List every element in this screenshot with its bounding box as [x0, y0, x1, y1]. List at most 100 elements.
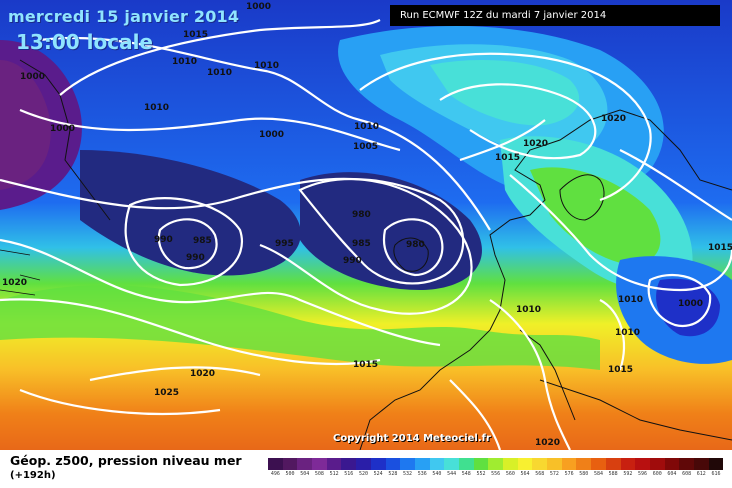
legend-color [517, 458, 533, 470]
legend-value: 584 [593, 471, 603, 477]
legend-color [429, 458, 445, 470]
legend-color [326, 458, 342, 470]
legend-color [532, 458, 548, 470]
legend-value: 544 [447, 471, 457, 477]
legend-swatch: 592 [620, 458, 636, 480]
legend-swatch: 564 [517, 458, 533, 480]
isobars [0, 19, 732, 450]
legend-swatch: 572 [547, 458, 562, 480]
legend-color [458, 458, 474, 470]
isobar-label: 1000 [678, 299, 703, 309]
legend-color [591, 458, 606, 470]
isobar-label: 1015 [708, 243, 732, 253]
legend-value: 564 [520, 471, 530, 477]
isobar-label: 1025 [154, 388, 179, 398]
isobar-labels: 1000 1015 1010 1010 1010 1000 1010 1000 … [2, 2, 732, 448]
coastline-europe [359, 109, 732, 450]
legend-value: 536 [417, 471, 427, 477]
legend-color [312, 458, 327, 470]
forecast-step: (+192h) [10, 470, 56, 481]
legend-value: 516 [344, 471, 354, 477]
legend-color [385, 458, 401, 470]
forecast-date: mercredi 15 janvier 2014 [8, 7, 240, 26]
isobar-label: 1015 [353, 360, 378, 370]
isobar-label: 985 [193, 236, 212, 246]
forecast-time: 13:00 locale [16, 30, 153, 54]
legend-color [649, 458, 665, 470]
isobar-label: 1020 [190, 369, 215, 379]
low-center-area [80, 150, 301, 276]
legend-value: 512 [329, 471, 339, 477]
isobar-label: 985 [352, 239, 371, 249]
legend-color [620, 458, 636, 470]
legend-value: 508 [314, 471, 324, 477]
isobar-label: 980 [406, 240, 425, 250]
legend-swatch: 532 [400, 458, 415, 480]
legend-value: 504 [300, 471, 310, 477]
legend-value: 556 [491, 471, 501, 477]
legend-color [679, 458, 694, 470]
isobar-label: 995 [275, 239, 294, 249]
legend-value: 532 [403, 471, 413, 477]
isobar-label: 1020 [523, 139, 548, 149]
legend-swatch: 584 [591, 458, 606, 480]
legend-swatch: 608 [679, 458, 694, 480]
isobar-label: 1010 [207, 68, 232, 78]
legend-value: 560 [505, 471, 515, 477]
legend-value: 524 [373, 471, 383, 477]
isobar-label: 1015 [495, 153, 520, 163]
isobar-label: 1010 [516, 305, 541, 315]
legend-value: 580 [579, 471, 589, 477]
legend-value: 552 [476, 471, 486, 477]
legend-value: 604 [667, 471, 677, 477]
legend-color [708, 458, 724, 470]
isobar-label: 1005 [353, 142, 378, 152]
legend-swatch: 536 [414, 458, 430, 480]
legend-swatch: 504 [297, 458, 313, 480]
isobar-label: 1015 [183, 30, 208, 40]
isobar-label: 1015 [608, 365, 633, 375]
isobar-label: 1020 [601, 114, 626, 124]
legend-color [605, 458, 621, 470]
legend-color [664, 458, 680, 470]
legend-value: 592 [623, 471, 633, 477]
legend-color [370, 458, 386, 470]
legend-swatch: 580 [576, 458, 592, 480]
legend-color [341, 458, 357, 470]
legend-value: 588 [608, 471, 618, 477]
copyright: Copyright 2014 Meteociel.fr [333, 433, 491, 444]
legend-color [547, 458, 562, 470]
run-info: Run ECMWF 12Z du mardi 7 janvier 2014 [390, 5, 720, 26]
legend-value: 500 [285, 471, 295, 477]
legend-swatch: 508 [312, 458, 327, 480]
legend-color [503, 458, 518, 470]
isobar-label: 1010 [354, 122, 379, 132]
legend-color [297, 458, 313, 470]
legend-color [576, 458, 592, 470]
legend-color [561, 458, 577, 470]
legend-swatch: 568 [532, 458, 548, 480]
isobar-label: 1010 [618, 295, 643, 305]
isobar-label: 1010 [615, 328, 640, 338]
isobar-label: 1000 [246, 2, 271, 12]
isobar-label: 990 [186, 253, 205, 263]
legend-swatch: 612 [693, 458, 709, 480]
isobar-label: 1020 [535, 438, 560, 448]
legend-swatch: 496 [268, 458, 283, 480]
legend-color [400, 458, 415, 470]
isobar-label: 1000 [50, 124, 75, 134]
legend-color [444, 458, 459, 470]
legend-value: 548 [461, 471, 471, 477]
legend-swatch: 544 [444, 458, 459, 480]
isobar-label: 980 [352, 210, 371, 220]
legend-swatch: 528 [385, 458, 401, 480]
legend-color [693, 458, 709, 470]
isobar-label: 1000 [20, 72, 45, 82]
legend-swatch: 616 [708, 458, 724, 480]
legend-value: 496 [270, 471, 280, 477]
weather-map: 1000 1015 1010 1010 1010 1000 1010 1000 … [0, 0, 732, 450]
legend-value: 608 [682, 471, 692, 477]
color-legend: 496 500 504 508 512 516 520 524 528 532 536 540 544 5… [268, 458, 724, 480]
legend-color [488, 458, 503, 470]
legend-value: 520 [358, 471, 368, 477]
